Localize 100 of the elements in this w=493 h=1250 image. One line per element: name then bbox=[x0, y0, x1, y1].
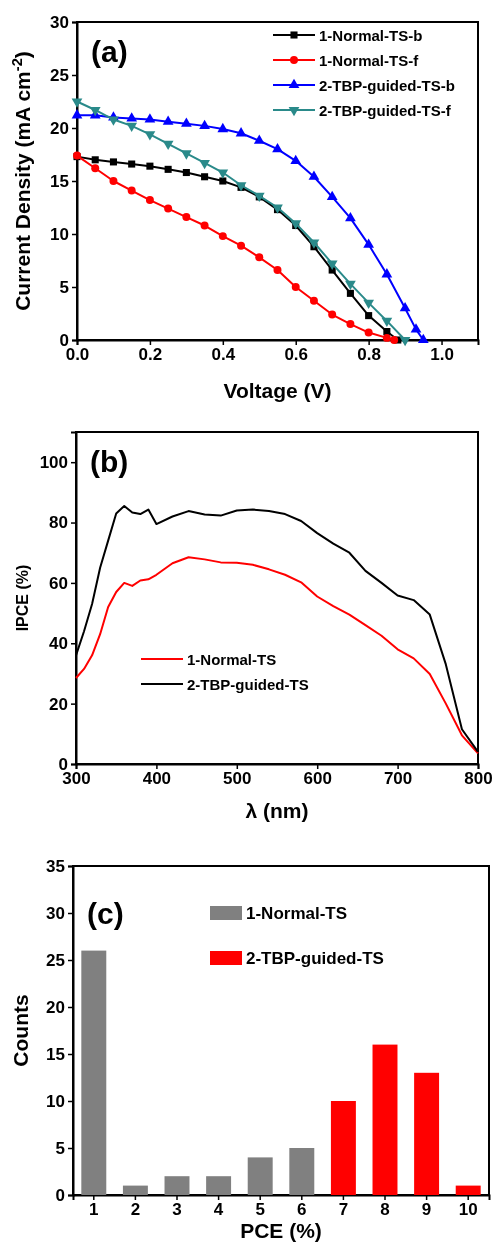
line-series bbox=[75, 556, 479, 755]
y-tick-label: 40 bbox=[49, 634, 68, 654]
y-tick-label: 25 bbox=[50, 65, 69, 85]
point bbox=[346, 289, 354, 297]
annotation: (b) bbox=[90, 445, 129, 478]
x-tick-label: 3 bbox=[172, 1200, 182, 1220]
point bbox=[162, 140, 174, 151]
point bbox=[199, 159, 210, 170]
point bbox=[145, 196, 154, 205]
x-axis-title: PCE (%) bbox=[240, 1219, 322, 1242]
point bbox=[108, 116, 119, 126]
x-tick-label: 2 bbox=[130, 1200, 141, 1220]
point bbox=[345, 211, 356, 222]
bar bbox=[289, 1148, 315, 1195]
point bbox=[164, 165, 172, 173]
point bbox=[200, 221, 209, 230]
point bbox=[182, 213, 191, 222]
bar bbox=[455, 1185, 481, 1195]
y-tick-label: 30 bbox=[50, 12, 69, 32]
legend-label: 2-TBP-guided-TS bbox=[246, 949, 384, 968]
point bbox=[363, 299, 375, 310]
x-tick-label: 400 bbox=[142, 769, 172, 789]
point bbox=[199, 119, 210, 129]
x-tick-label: 5 bbox=[255, 1200, 265, 1220]
legend-label: 2-TBP-guided-TS bbox=[187, 676, 309, 693]
x-axis-title: λ (nm) bbox=[245, 799, 309, 822]
point bbox=[237, 241, 246, 250]
point bbox=[417, 333, 429, 344]
point bbox=[144, 113, 156, 123]
point bbox=[308, 239, 320, 249]
point bbox=[390, 336, 399, 344]
y-tick-label: 10 bbox=[46, 1091, 65, 1111]
point bbox=[109, 177, 118, 185]
y-tick-label: 100 bbox=[39, 453, 68, 473]
point bbox=[219, 177, 227, 185]
point bbox=[71, 109, 83, 119]
point bbox=[381, 317, 393, 328]
point bbox=[382, 333, 391, 342]
point bbox=[201, 173, 209, 181]
x-tick-label: 800 bbox=[464, 769, 493, 789]
point bbox=[273, 266, 282, 275]
legend-label: 1-Normal-TS-f bbox=[319, 52, 420, 69]
bar bbox=[247, 1157, 273, 1195]
x-tick-label: 0.4 bbox=[211, 345, 236, 365]
point bbox=[364, 328, 373, 337]
y-tick-label: 20 bbox=[50, 118, 69, 138]
annotation: (c) bbox=[87, 897, 124, 930]
point bbox=[308, 170, 320, 180]
point bbox=[180, 117, 192, 127]
point bbox=[217, 169, 229, 179]
point bbox=[162, 115, 174, 125]
y-tick-label: 35 bbox=[46, 856, 65, 876]
point bbox=[291, 283, 300, 291]
point bbox=[127, 186, 136, 195]
y-tick-label: 20 bbox=[46, 997, 65, 1017]
x-tick-label: 9 bbox=[421, 1200, 432, 1220]
x-tick-label: 1.0 bbox=[430, 345, 454, 365]
point bbox=[126, 122, 138, 133]
y-tick-label: 60 bbox=[49, 573, 68, 593]
point bbox=[345, 280, 356, 291]
point bbox=[144, 131, 156, 141]
annotation: (a) bbox=[91, 35, 128, 68]
y-tick-label: 30 bbox=[46, 903, 65, 923]
x-tick-label: 10 bbox=[458, 1200, 478, 1220]
point bbox=[309, 296, 318, 305]
bar bbox=[414, 1072, 440, 1195]
y-tick-label: 15 bbox=[50, 171, 69, 191]
point bbox=[218, 232, 227, 241]
x-tick-label: 600 bbox=[303, 769, 332, 789]
bar bbox=[122, 1185, 148, 1195]
legend-label: 2-TBP-guided-TS-b bbox=[319, 77, 455, 94]
x-tick-label: 7 bbox=[338, 1200, 349, 1220]
x-axis-title: Voltage (V) bbox=[223, 379, 332, 402]
point bbox=[164, 204, 173, 213]
bar bbox=[164, 1176, 190, 1195]
x-tick-label: 500 bbox=[223, 769, 252, 789]
point bbox=[182, 168, 190, 177]
y-tick-label: 5 bbox=[59, 277, 69, 297]
y-tick-label: 80 bbox=[49, 513, 68, 533]
bar bbox=[330, 1101, 356, 1195]
point bbox=[253, 134, 265, 144]
point bbox=[255, 253, 264, 262]
bar bbox=[81, 950, 107, 1195]
point bbox=[109, 158, 117, 166]
bar bbox=[206, 1176, 232, 1195]
y-axis-title: IPCE (%) bbox=[14, 564, 31, 632]
x-tick-label: 0.2 bbox=[138, 345, 163, 365]
y-tick-label: 0 bbox=[55, 1185, 65, 1205]
point bbox=[180, 150, 192, 160]
x-tick-label: 0.6 bbox=[284, 345, 309, 365]
point bbox=[410, 323, 422, 333]
y-tick-label: 10 bbox=[50, 224, 69, 244]
point bbox=[328, 310, 337, 319]
legend-label: 1-Normal-TS bbox=[187, 651, 277, 668]
y-axis-title: Counts bbox=[9, 994, 32, 1067]
point bbox=[363, 238, 375, 248]
point bbox=[235, 127, 247, 137]
x-tick-label: 700 bbox=[383, 769, 413, 789]
x-tick-label: 1 bbox=[89, 1200, 99, 1220]
point bbox=[346, 320, 355, 329]
